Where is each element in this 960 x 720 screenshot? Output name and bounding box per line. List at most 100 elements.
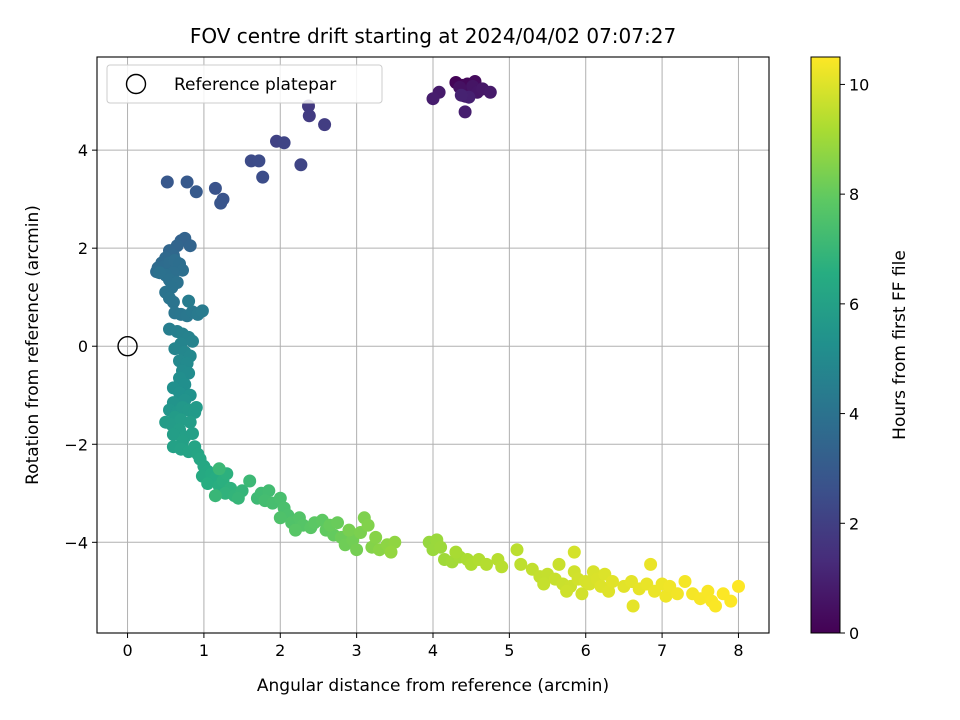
- data-point: [168, 342, 182, 356]
- data-point: [212, 462, 226, 476]
- data-point: [575, 587, 589, 601]
- data-point: [732, 579, 745, 593]
- data-point: [273, 511, 287, 525]
- scatter-points: [117, 75, 745, 613]
- data-point: [289, 523, 302, 537]
- reference-platepar-marker: [117, 336, 138, 357]
- data-point: [369, 530, 383, 544]
- data-point: [560, 584, 574, 598]
- data-point: [602, 584, 616, 598]
- y-tick-label: −2: [64, 435, 88, 454]
- data-point: [331, 516, 344, 530]
- data-point: [350, 543, 364, 557]
- x-tick-label: 6: [581, 641, 591, 660]
- y-tick-label: 0: [78, 337, 88, 356]
- data-point: [361, 518, 375, 532]
- data-point: [180, 175, 194, 189]
- data-point: [701, 584, 715, 598]
- data-point: [262, 484, 276, 498]
- legend: Reference platepar: [106, 64, 383, 104]
- data-point: [256, 170, 270, 184]
- x-tick-label: 2: [275, 641, 285, 660]
- data-point: [606, 575, 619, 588]
- data-point: [153, 266, 167, 280]
- data-point: [160, 175, 174, 189]
- data-point: [189, 185, 203, 199]
- legend-box: [106, 64, 383, 104]
- colorbar-tick-label: 4: [849, 405, 859, 424]
- data-point: [670, 587, 684, 601]
- y-tick-label: 4: [78, 141, 88, 160]
- data-point: [480, 557, 493, 571]
- data-point: [243, 474, 257, 488]
- data-point: [252, 154, 266, 168]
- data-point: [388, 535, 402, 549]
- x-tick-label: 8: [733, 641, 743, 660]
- data-point: [208, 181, 222, 195]
- data-point: [342, 523, 356, 537]
- colorbar-label: Hours from first FF file: [890, 250, 910, 440]
- data-point: [183, 239, 197, 253]
- data-point: [434, 540, 448, 554]
- data-point: [294, 158, 308, 172]
- colorbar-tick-label: 10: [849, 75, 869, 94]
- data-point: [449, 545, 463, 559]
- colorbar-tick-label: 6: [849, 295, 859, 314]
- x-tick-label: 3: [352, 641, 362, 660]
- data-point: [709, 599, 722, 613]
- data-point: [183, 415, 197, 429]
- data-point: [195, 304, 209, 318]
- data-point: [567, 545, 581, 559]
- legend-label: Reference platepar: [174, 75, 336, 95]
- x-tick-label: 7: [657, 641, 667, 660]
- data-point: [458, 105, 472, 119]
- data-point: [724, 594, 738, 608]
- data-point: [186, 334, 199, 348]
- data-point: [514, 557, 528, 571]
- data-point: [454, 88, 468, 102]
- data-point: [273, 491, 287, 505]
- data-point: [231, 491, 245, 505]
- data-point: [659, 589, 673, 603]
- x-tick-label: 4: [428, 641, 438, 660]
- data-point: [186, 427, 199, 440]
- data-point: [426, 92, 440, 106]
- y-axis-label: Rotation from reference (arcmin): [23, 205, 43, 485]
- x-tick-label: 0: [122, 641, 132, 660]
- x-tick-label: 5: [504, 641, 514, 660]
- x-axis-label: Angular distance from reference (arcmin): [257, 676, 609, 696]
- y-axis-ticks: −4 −2 0 2 4: [64, 141, 97, 552]
- colorbar-gradient: [810, 56, 841, 634]
- data-point: [201, 477, 215, 490]
- data-point: [384, 545, 398, 559]
- colorbar-tick-label: 8: [849, 185, 859, 204]
- data-point: [644, 557, 658, 571]
- y-tick-label: −4: [64, 533, 88, 552]
- x-tick-label: 1: [199, 641, 209, 660]
- data-point: [214, 196, 228, 210]
- data-point: [678, 575, 692, 588]
- colorbar-tick-label: 0: [849, 624, 859, 643]
- data-point: [626, 599, 640, 613]
- data-point: [166, 295, 180, 309]
- data-point: [510, 543, 524, 557]
- data-point: [537, 577, 551, 591]
- data-point: [495, 560, 509, 574]
- data-point: [552, 557, 566, 571]
- data-point: [318, 118, 332, 132]
- colorbar: 0 2 4 6 8 10: [810, 56, 869, 643]
- y-tick-label: 2: [78, 239, 88, 258]
- data-point: [277, 136, 291, 150]
- colorbar-tick-label: 2: [849, 514, 859, 533]
- x-axis-ticks: 0 1 2 3 4 5 6 7 8: [122, 633, 744, 660]
- chart-title: FOV centre drift starting at 2024/04/02 …: [190, 24, 676, 48]
- data-point: [483, 85, 497, 99]
- data-point: [208, 489, 222, 503]
- legend-marker: [125, 73, 147, 95]
- data-point: [302, 109, 316, 123]
- data-point: [189, 401, 203, 414]
- data-point: [182, 294, 196, 308]
- data-point: [166, 428, 180, 441]
